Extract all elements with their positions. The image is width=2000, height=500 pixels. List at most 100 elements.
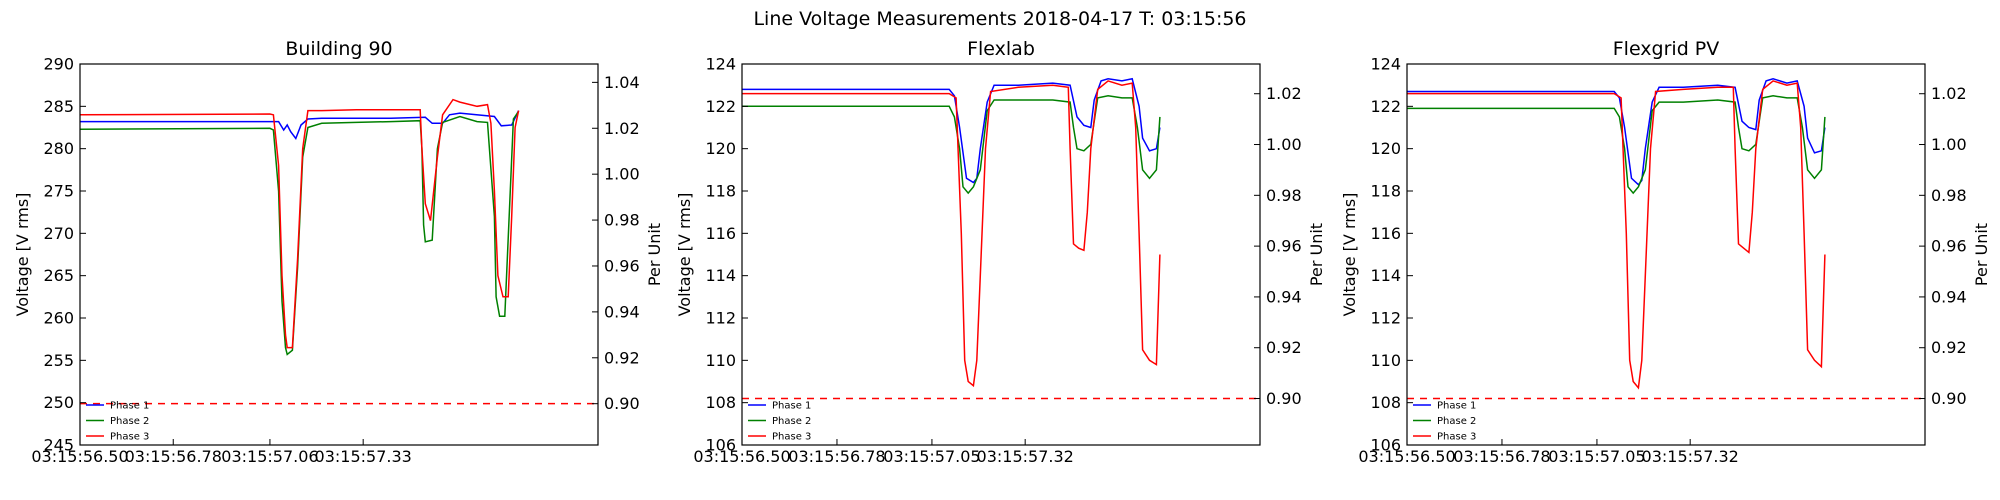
legend-label: Phase 3 <box>772 432 811 443</box>
y-tick-label: 118 <box>705 182 736 201</box>
series-line-phase-3 <box>1407 80 1826 390</box>
y-right-tick-label: 0.90 <box>1266 389 1302 408</box>
figure-title: Line Voltage Measurements 2018-04-17 T: … <box>753 8 1246 30</box>
y-right-tick-label: 0.98 <box>604 211 640 230</box>
x-tick-label: 03:15:57.06 <box>221 447 318 466</box>
legend-label: Phase 2 <box>110 416 149 427</box>
y-tick-label: 250 <box>43 393 74 412</box>
y-tick-label: 270 <box>43 224 74 243</box>
y-right-tick-label: 0.94 <box>1266 287 1302 306</box>
y-right-axis-label: Per Unit <box>645 223 664 286</box>
y-tick-label: 245 <box>43 436 74 455</box>
x-tick-label: 03:15:57.05 <box>1548 447 1645 466</box>
y-tick-label: 110 <box>1370 351 1401 370</box>
legend: Phase 1 Phase 2 Phase 3 <box>86 401 149 443</box>
y-tick-label: 124 <box>1370 55 1401 74</box>
y-right-tick-label: 0.94 <box>604 302 640 321</box>
y-right-tick-label: 1.02 <box>1266 84 1302 103</box>
y-tick-label: 285 <box>43 97 74 116</box>
y-right-tick-label: 0.90 <box>604 394 640 413</box>
y-right-tick-label: 0.92 <box>604 348 640 367</box>
y-right-tick-label: 0.96 <box>604 256 640 275</box>
y-tick-label: 106 <box>1370 436 1401 455</box>
y-tick-label: 116 <box>1370 224 1401 243</box>
y-right-tick-label: 1.00 <box>604 165 640 184</box>
y-tick-label: 290 <box>43 55 74 74</box>
plot-frame <box>741 63 1261 446</box>
y-tick-label: 120 <box>1370 139 1401 158</box>
series-line-phase-3 <box>742 80 1161 388</box>
legend: Phase 1 Phase 2 Phase 3 <box>1413 401 1476 443</box>
legend-label: Phase 1 <box>772 401 811 412</box>
y-right-tick-label: 0.92 <box>1931 338 1967 357</box>
legend-label: Phase 3 <box>1437 432 1476 443</box>
y-right-axis-label: Per Unit <box>1972 223 1991 286</box>
plot-frame <box>1406 63 1926 446</box>
legend-label: Phase 1 <box>110 401 149 412</box>
x-tick-label: 03:15:56.50 <box>31 447 128 466</box>
y-tick-label: 120 <box>705 139 736 158</box>
y-right-tick-label: 0.94 <box>1931 287 1967 306</box>
series-line-phase-1 <box>1407 78 1826 186</box>
chart-panel: Flexlab 106 108 110 112 114 116 118 120 122 124 0.9… <box>675 38 1326 466</box>
y-tick-label: 255 <box>43 351 74 370</box>
y-right-tick-label: 0.98 <box>1931 186 1967 205</box>
y-tick-label: 112 <box>705 309 736 328</box>
x-tick-label: 03:15:56.78 <box>125 447 222 466</box>
y-tick-label: 108 <box>705 393 736 412</box>
legend-label: Phase 3 <box>110 432 149 443</box>
x-tick-label: 03:15:57.05 <box>883 447 980 466</box>
y-tick-label: 116 <box>705 224 736 243</box>
y-tick-label: 110 <box>705 351 736 370</box>
series-line-phase-1 <box>80 110 520 141</box>
x-tick-label: 03:15:56.78 <box>788 447 885 466</box>
series-line-phase-3 <box>80 98 520 349</box>
y-tick-label: 112 <box>1370 309 1401 328</box>
panel-title: Flexgrid PV <box>1613 38 1720 60</box>
y-right-tick-label: 1.00 <box>1931 135 1967 154</box>
y-right-tick-label: 0.96 <box>1266 237 1302 256</box>
y-right-tick-label: 0.90 <box>1931 389 1967 408</box>
y-tick-label: 108 <box>1370 393 1401 412</box>
series-line-phase-1 <box>742 77 1161 184</box>
y-axis-label: Voltage [V rms] <box>1340 193 1359 317</box>
legend-label: Phase 2 <box>1437 416 1476 427</box>
y-tick-label: 265 <box>43 266 74 285</box>
y-tick-label: 275 <box>43 182 74 201</box>
y-right-tick-label: 1.02 <box>1931 84 1967 103</box>
y-axis-label: Voltage [V rms] <box>13 193 32 317</box>
y-right-tick-label: 1.00 <box>1266 135 1302 154</box>
x-tick-label: 03:15:56.78 <box>1453 447 1550 466</box>
panel-title: Building 90 <box>285 38 392 60</box>
panel-title: Flexlab <box>967 38 1035 60</box>
y-tick-label: 106 <box>705 436 736 455</box>
y-tick-label: 114 <box>705 266 736 285</box>
y-tick-label: 260 <box>43 309 74 328</box>
x-tick-label: 03:15:56.50 <box>1358 447 1455 466</box>
y-tick-label: 122 <box>1370 97 1401 116</box>
y-axis-label: Voltage [V rms] <box>675 193 694 317</box>
y-tick-label: 280 <box>43 139 74 158</box>
y-right-tick-label: 1.02 <box>604 119 640 138</box>
y-right-tick-label: 0.98 <box>1266 186 1302 205</box>
x-tick-label: 03:15:57.32 <box>977 447 1074 466</box>
x-tick-label: 03:15:57.33 <box>315 447 412 466</box>
legend-label: Phase 2 <box>772 416 811 427</box>
legend: Phase 1 Phase 2 Phase 3 <box>748 401 811 443</box>
chart-panel: Flexgrid PV 106 108 110 112 114 116 118 120 122 12… <box>1340 38 1991 466</box>
y-right-tick-label: 1.04 <box>604 73 640 92</box>
y-right-tick-label: 0.96 <box>1931 237 1967 256</box>
y-right-axis-label: Per Unit <box>1307 223 1326 286</box>
series-line-phase-2 <box>1407 95 1826 195</box>
y-tick-label: 124 <box>705 55 736 74</box>
legend-label: Phase 1 <box>1437 401 1476 412</box>
plot-frame <box>79 63 599 446</box>
x-tick-label: 03:15:56.50 <box>693 447 790 466</box>
chart-panel: Building 90 245 250 255 260 265 270 275 280 285 29… <box>13 38 664 466</box>
y-tick-label: 114 <box>1370 266 1401 285</box>
x-tick-label: 03:15:57.32 <box>1642 447 1739 466</box>
y-tick-label: 118 <box>1370 182 1401 201</box>
y-tick-label: 122 <box>705 97 736 116</box>
y-right-tick-label: 0.92 <box>1266 338 1302 357</box>
